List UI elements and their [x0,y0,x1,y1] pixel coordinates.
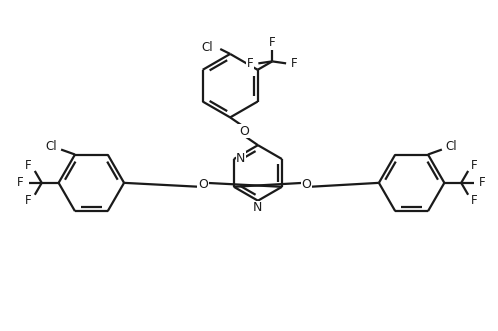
Text: Cl: Cl [446,140,458,153]
Text: F: F [471,159,478,171]
Text: N: N [253,201,262,214]
Text: Cl: Cl [202,40,213,54]
Text: O: O [198,178,208,191]
Text: F: F [269,36,275,49]
Text: F: F [291,57,298,70]
Text: O: O [239,125,249,138]
Text: F: F [17,176,24,189]
Text: F: F [25,159,32,171]
Text: O: O [301,178,311,191]
Text: F: F [479,176,486,189]
Text: F: F [247,57,253,70]
Text: F: F [471,194,478,207]
Text: Cl: Cl [45,140,57,153]
Text: F: F [25,194,32,207]
Text: N: N [236,152,246,165]
